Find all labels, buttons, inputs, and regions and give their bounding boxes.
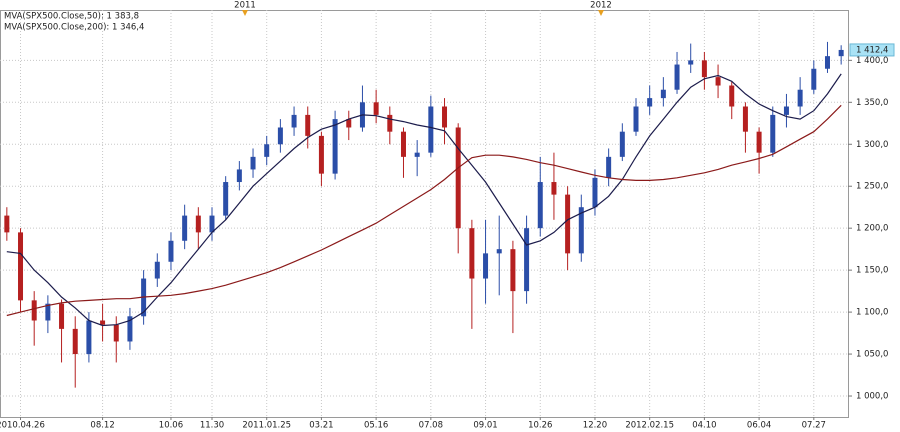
candle-body (400, 131, 406, 157)
candle-body (223, 182, 229, 216)
candle-body (770, 114, 776, 153)
candle-body (195, 215, 201, 233)
x-tick-label: 12.20 (583, 421, 607, 431)
x-tick-label: 05.16 (364, 421, 388, 431)
y-tick-label: 1 100,0 (856, 308, 888, 318)
candle-body (551, 182, 557, 195)
candle-body (565, 194, 571, 254)
candle-body (168, 240, 174, 262)
moving-average-line (6, 104, 842, 317)
candle-body (688, 60, 694, 65)
candle-body (510, 249, 516, 292)
candle-body (647, 98, 653, 107)
candle-body (442, 106, 448, 128)
plot-frame (0, 10, 849, 418)
candle-body (524, 228, 530, 292)
candle-body (18, 232, 24, 301)
candle-body (701, 60, 707, 78)
x-tick-label: 10.06 (159, 421, 183, 431)
candle-body (824, 56, 830, 69)
candle-body (715, 77, 721, 86)
candle-body (113, 324, 119, 342)
y-tick-label: 1 400,0 (856, 56, 888, 66)
x-tick-label: 04.10 (692, 421, 716, 431)
candle-body (633, 106, 639, 132)
y-tick-label: 1 250,0 (856, 182, 888, 192)
y-tick-label: 1 200,0 (856, 224, 888, 234)
year-marker: 2012 (590, 1, 612, 11)
candle-body (592, 177, 598, 208)
y-tick-label: 1 000,0 (856, 392, 888, 402)
candle-body (291, 114, 297, 128)
candle-body (619, 131, 625, 157)
y-tick-label: 1 300,0 (856, 140, 888, 150)
x-tick-label: 2012.02.15 (625, 421, 674, 431)
candle-body (250, 156, 256, 170)
moving-average-line (6, 73, 842, 327)
candle-body (660, 89, 666, 99)
x-tick-label: 08.12 (90, 421, 114, 431)
candle-body (332, 119, 338, 174)
candle-body (209, 215, 215, 233)
candle-body (469, 228, 475, 279)
candle-body (496, 249, 502, 254)
candle-body (742, 106, 748, 132)
candle-body (756, 131, 762, 153)
candle-body (277, 127, 283, 145)
x-tick-label: 09.01 (473, 421, 497, 431)
y-tick-label: 1 150,0 (856, 266, 888, 276)
candle-body (100, 320, 106, 325)
x-tick-label: 06.04 (747, 421, 771, 431)
candle-body (674, 64, 680, 90)
candle-body (127, 316, 133, 342)
last-price-tag (849, 43, 895, 57)
last-price-label: 1 412,4 (856, 45, 888, 55)
x-tick-label: 2010.04.26 (0, 421, 45, 431)
candle-body (4, 215, 10, 233)
year-marker: 2011 (234, 1, 256, 11)
candle-body (783, 106, 789, 115)
candle-body (305, 114, 311, 136)
candle-body (414, 152, 420, 157)
year-marker-arrow (598, 10, 604, 16)
candle-body (264, 144, 270, 157)
candle-body (346, 119, 352, 128)
candle-body (373, 102, 379, 115)
y-tick-label: 1 050,0 (856, 350, 888, 360)
candle-body (59, 303, 65, 329)
candle-body (537, 182, 543, 229)
x-tick-label: 11.30 (200, 421, 224, 431)
candle-body (729, 85, 735, 107)
x-tick-label: 2011.01.25 (242, 421, 291, 431)
year-marker-arrow (242, 10, 248, 16)
candle-body (387, 114, 393, 132)
x-tick-label: 07.08 (419, 421, 443, 431)
candle-body (154, 261, 160, 279)
candle-body (483, 253, 489, 279)
candle-body (811, 68, 817, 90)
legend-entry: MVA(SPX500.Close,200): 1 346,4 (4, 23, 144, 33)
candle-body (838, 49, 844, 57)
candle-body (455, 127, 461, 229)
x-tick-label: 03.21 (309, 421, 333, 431)
y-tick-label: 1 350,0 (856, 98, 888, 108)
candle-body (45, 303, 51, 321)
candle-body (236, 169, 242, 183)
candle-body (797, 89, 803, 107)
candle-body (578, 207, 584, 254)
candle-body (428, 106, 434, 153)
candle-body (182, 215, 188, 241)
candle-body (31, 300, 37, 321)
candle-body (72, 328, 78, 355)
x-tick-label: 07.27 (802, 421, 826, 431)
x-tick-label: 10.26 (528, 421, 552, 431)
legend-entry: MVA(SPX500.Close,50): 1 383,8 (4, 12, 139, 22)
candle-body (86, 320, 92, 355)
candle-body (606, 156, 612, 178)
candle-body (318, 135, 324, 174)
